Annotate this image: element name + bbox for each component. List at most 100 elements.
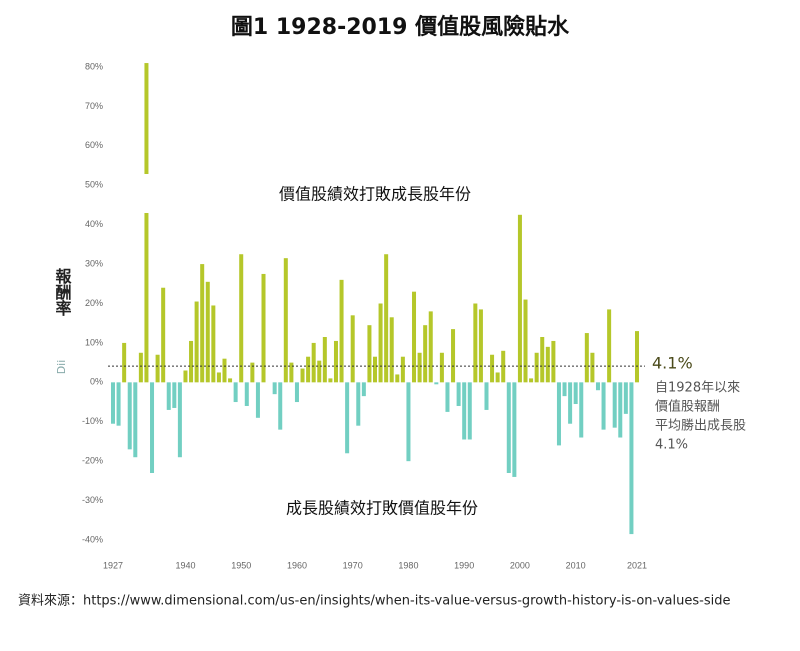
bar bbox=[216, 372, 221, 383]
bar bbox=[384, 254, 389, 383]
bar bbox=[629, 382, 634, 535]
bar bbox=[618, 382, 623, 438]
average-note: 自1928年以來 bbox=[655, 381, 740, 396]
y-tick-label: 30% bbox=[85, 258, 103, 268]
y-tick-label: 80% bbox=[85, 61, 103, 71]
x-tick-label: 2000 bbox=[510, 560, 530, 570]
bar bbox=[155, 354, 160, 383]
bar bbox=[501, 350, 506, 383]
bar bbox=[317, 360, 322, 383]
bar bbox=[512, 382, 517, 477]
y-tick-label: 0% bbox=[90, 377, 103, 387]
bar bbox=[367, 325, 372, 383]
y-tick-label: 60% bbox=[85, 140, 103, 150]
bar bbox=[222, 358, 227, 383]
bar bbox=[239, 254, 244, 383]
bar bbox=[445, 382, 450, 412]
bar bbox=[607, 309, 612, 383]
bar bbox=[406, 382, 411, 462]
average-note: 平均勝出成長股 bbox=[655, 419, 746, 434]
bar bbox=[177, 382, 182, 458]
y-tick-label: 20% bbox=[85, 298, 103, 308]
bar bbox=[534, 352, 539, 383]
bar bbox=[278, 382, 283, 430]
bar bbox=[311, 342, 316, 383]
bar bbox=[133, 382, 138, 458]
y-tick-label: 70% bbox=[85, 101, 103, 111]
bar bbox=[612, 382, 617, 428]
bar bbox=[233, 382, 238, 403]
bar bbox=[361, 382, 366, 397]
x-tick-label: 1970 bbox=[343, 560, 363, 570]
bar bbox=[551, 340, 556, 383]
annotation: 成長股績效打敗價值股年份 bbox=[286, 499, 478, 518]
bar bbox=[228, 378, 233, 383]
y-tick-label: -30% bbox=[82, 495, 103, 505]
bar bbox=[389, 317, 394, 383]
bar bbox=[294, 382, 299, 403]
y-tick-label: 40% bbox=[85, 219, 103, 229]
y-axis-label: 報酬率 bbox=[53, 268, 72, 317]
bar bbox=[261, 273, 266, 383]
bar bbox=[395, 374, 400, 383]
x-tick-label: 1960 bbox=[287, 560, 307, 570]
bar bbox=[434, 382, 439, 385]
y-tick-label: -10% bbox=[82, 416, 103, 426]
x-tick-label: 1940 bbox=[175, 560, 195, 570]
bar bbox=[540, 337, 545, 383]
bar bbox=[138, 352, 143, 383]
bar bbox=[283, 258, 288, 383]
source: 資料來源：https://www.dimensional.com/us-en/i… bbox=[18, 594, 730, 609]
bar bbox=[556, 382, 561, 446]
bar bbox=[400, 356, 405, 383]
bar bbox=[333, 340, 338, 383]
bar bbox=[417, 352, 422, 383]
bar bbox=[495, 372, 500, 383]
bar bbox=[345, 382, 350, 454]
bar bbox=[568, 382, 573, 424]
bar bbox=[579, 382, 584, 438]
bar bbox=[172, 382, 177, 408]
annotation: 價值股績效打敗成長股年份 bbox=[279, 185, 471, 204]
bar bbox=[322, 337, 327, 383]
bar bbox=[378, 303, 383, 383]
average-label: 4.1% bbox=[652, 354, 693, 373]
bar bbox=[623, 382, 628, 414]
bar bbox=[595, 382, 600, 391]
bar bbox=[127, 382, 132, 450]
bar bbox=[439, 352, 444, 383]
bar bbox=[166, 382, 171, 410]
bar bbox=[456, 382, 461, 406]
bar bbox=[584, 333, 589, 383]
bar bbox=[211, 305, 216, 383]
bar bbox=[150, 382, 155, 473]
bar bbox=[328, 378, 333, 383]
bar bbox=[478, 309, 483, 383]
bar bbox=[289, 362, 294, 383]
bar bbox=[272, 382, 277, 395]
bars bbox=[110, 63, 640, 535]
bar bbox=[462, 382, 467, 440]
chart-title: 圖1 1928-2019 價值股風險貼水 bbox=[231, 14, 570, 40]
x-tick-label: 2021 bbox=[627, 560, 647, 570]
bar bbox=[562, 382, 567, 397]
bar bbox=[372, 356, 378, 383]
bar bbox=[306, 356, 311, 383]
bar bbox=[473, 303, 478, 383]
bar bbox=[506, 382, 511, 473]
x-tick-label: 2010 bbox=[566, 560, 586, 570]
bar bbox=[350, 315, 355, 383]
bar bbox=[300, 368, 305, 383]
axis-break bbox=[138, 174, 154, 213]
average-note: 4.1% bbox=[655, 438, 688, 453]
bar bbox=[122, 342, 127, 383]
bar bbox=[517, 214, 522, 383]
bar bbox=[183, 370, 188, 383]
bar bbox=[467, 382, 472, 440]
watermark: Dii bbox=[55, 360, 68, 375]
bar bbox=[110, 382, 116, 424]
bar bbox=[634, 331, 640, 383]
y-tick-label: -40% bbox=[82, 534, 103, 544]
bar bbox=[144, 63, 149, 383]
